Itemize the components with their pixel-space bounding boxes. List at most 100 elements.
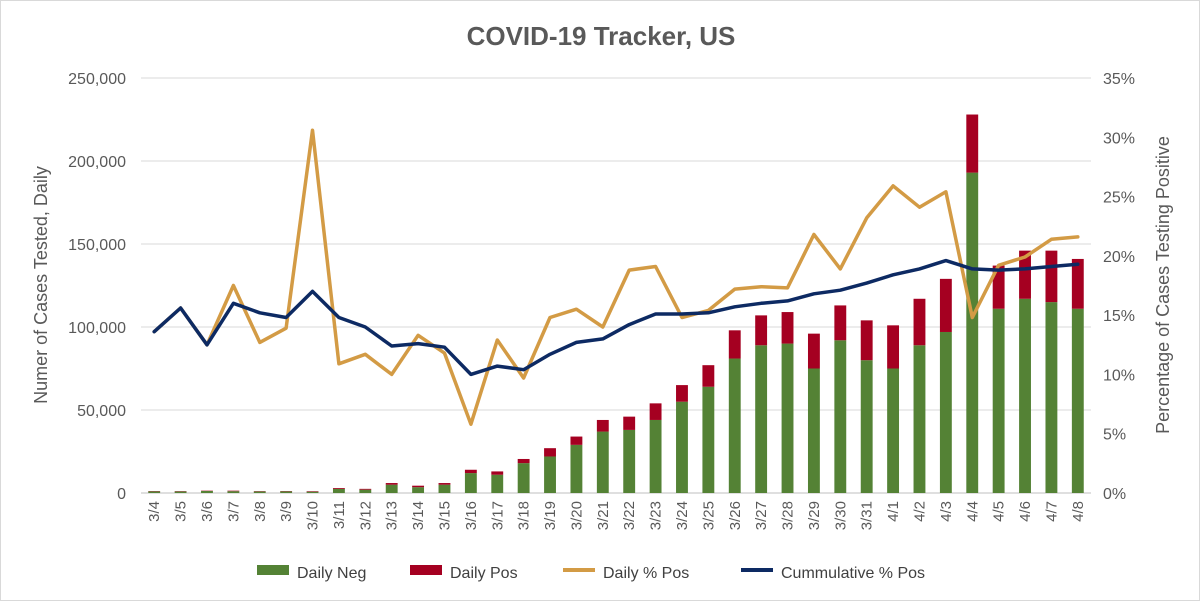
x-tick-label: 4/8	[1070, 501, 1087, 522]
bar-daily-pos-4/4	[966, 115, 978, 173]
x-tick-label: 4/7	[1043, 501, 1060, 522]
bar-daily-neg-3/18	[518, 463, 530, 493]
x-tick-label: 4/6	[1017, 501, 1034, 522]
legend: Daily Neg Daily Pos Daily % Pos Cummulat…	[257, 565, 925, 582]
x-tick-label: 4/4	[964, 501, 981, 522]
x-tick-label: 3/8	[252, 501, 269, 522]
x-tick-label: 4/5	[991, 501, 1008, 522]
x-tick-label: 3/5	[173, 501, 190, 522]
bar-daily-pos-3/20	[570, 437, 582, 445]
bar-daily-pos-3/15	[439, 483, 451, 485]
x-tick-label: 3/24	[674, 501, 691, 530]
y2-tick-label: 25%	[1103, 190, 1135, 207]
x-tick-label: 3/27	[753, 501, 770, 530]
y2-axis-label: Percentage of Cases Testing Positive	[1153, 136, 1173, 434]
bar-daily-pos-3/19	[544, 448, 556, 456]
bar-daily-pos-3/22	[623, 417, 635, 430]
bar-daily-neg-3/22	[623, 430, 635, 493]
x-tick-label: 3/14	[410, 501, 427, 530]
x-tick-label: 3/4	[146, 501, 163, 522]
bar-daily-neg-4/1	[887, 369, 899, 494]
bar-daily-neg-3/15	[439, 485, 451, 493]
bar-daily-neg-3/17	[491, 475, 503, 493]
bar-daily-pos-3/14	[412, 486, 424, 487]
y2-tick-label: 35%	[1103, 71, 1135, 88]
legend-label-cumulative-pct-pos: Cummulative % Pos	[781, 565, 925, 582]
bar-daily-neg-3/8	[254, 492, 266, 493]
x-tick-label: 3/21	[595, 501, 612, 530]
right-axis-ticks: 0%5%10%15%20%25%30%35%	[1103, 71, 1135, 503]
x-tick-label: 3/11	[331, 501, 348, 529]
bar-daily-pos-3/31	[861, 320, 873, 360]
bar-daily-pos-3/17	[491, 471, 503, 474]
bar-daily-neg-3/27	[755, 345, 767, 493]
bar-daily-neg-3/10	[307, 492, 319, 493]
bar-daily-neg-3/5	[175, 492, 187, 493]
legend-label-daily-neg: Daily Neg	[297, 565, 366, 582]
x-tick-label: 4/1	[885, 501, 902, 522]
bar-daily-neg-3/13	[386, 485, 398, 493]
bar-daily-neg-4/5	[993, 309, 1005, 493]
bar-daily-neg-3/16	[465, 473, 477, 493]
y2-tick-label: 0%	[1103, 486, 1126, 503]
y-tick-label: 200,000	[68, 154, 126, 171]
bar-daily-pos-3/11	[333, 488, 345, 489]
y-tick-label: 100,000	[68, 320, 126, 337]
x-tick-label: 3/9	[278, 501, 295, 522]
bar-daily-neg-4/2	[914, 345, 926, 493]
chart-title: COVID-19 Tracker, US	[467, 21, 736, 51]
bar-daily-pos-4/7	[1045, 251, 1057, 302]
y-tick-label: 150,000	[68, 237, 126, 254]
bar-daily-neg-3/28	[782, 344, 794, 493]
bar-daily-pos-3/28	[782, 312, 794, 344]
x-tick-label: 3/15	[436, 501, 453, 530]
x-tick-label: 3/20	[568, 501, 585, 530]
bar-daily-pos-4/1	[887, 325, 899, 368]
bar-daily-neg-3/7	[227, 491, 239, 493]
y2-tick-label: 30%	[1103, 130, 1135, 147]
bar-daily-pos-3/23	[650, 403, 662, 420]
bar-daily-neg-3/31	[861, 360, 873, 493]
bar-daily-pos-3/25	[702, 365, 714, 387]
bar-daily-neg-3/24	[676, 402, 688, 493]
x-tick-label: 3/23	[648, 501, 665, 530]
x-tick-label: 3/29	[806, 501, 823, 530]
bar-daily-neg-3/20	[570, 445, 582, 493]
bar-daily-pos-3/21	[597, 420, 609, 432]
x-tick-label: 3/17	[489, 501, 506, 530]
y-tick-label: 0	[117, 486, 126, 503]
x-tick-label: 3/10	[305, 501, 322, 530]
bar-daily-pos-4/8	[1072, 259, 1084, 309]
bar-daily-neg-3/4	[148, 491, 160, 493]
bar-daily-pos-3/26	[729, 330, 741, 358]
x-tick-label: 4/3	[938, 501, 955, 522]
bar-daily-neg-4/3	[940, 332, 952, 493]
bar-daily-pos-3/16	[465, 470, 477, 473]
bar-daily-pos-3/13	[386, 483, 398, 485]
bar-daily-neg-4/8	[1072, 309, 1084, 493]
x-tick-label: 3/16	[463, 501, 480, 530]
bar-daily-pos-3/18	[518, 459, 530, 463]
x-tick-label: 3/26	[727, 501, 744, 530]
y-axis-label: Numer of Cases Tested, Daily	[31, 166, 51, 404]
bar-daily-neg-3/12	[359, 490, 371, 493]
x-tick-label: 3/30	[832, 501, 849, 530]
bar-daily-neg-3/23	[650, 420, 662, 493]
y-tick-label: 50,000	[77, 403, 126, 420]
x-tick-label: 3/31	[859, 501, 876, 530]
bar-daily-neg-3/25	[702, 387, 714, 493]
x-tick-label: 3/6	[199, 501, 216, 522]
x-tick-label: 3/25	[700, 501, 717, 530]
bar-daily-neg-3/26	[729, 359, 741, 493]
bar-daily-neg-3/21	[597, 432, 609, 493]
bar-daily-neg-3/6	[201, 491, 213, 493]
bar-daily-pos-4/2	[914, 299, 926, 345]
bar-daily-neg-4/4	[966, 173, 978, 493]
x-tick-label: 3/18	[516, 501, 533, 530]
bar-daily-pos-3/12	[359, 489, 371, 490]
bar-daily-neg-4/7	[1045, 302, 1057, 493]
x-tick-label: 3/12	[357, 501, 374, 530]
line-daily-pct-pos	[154, 130, 1078, 424]
